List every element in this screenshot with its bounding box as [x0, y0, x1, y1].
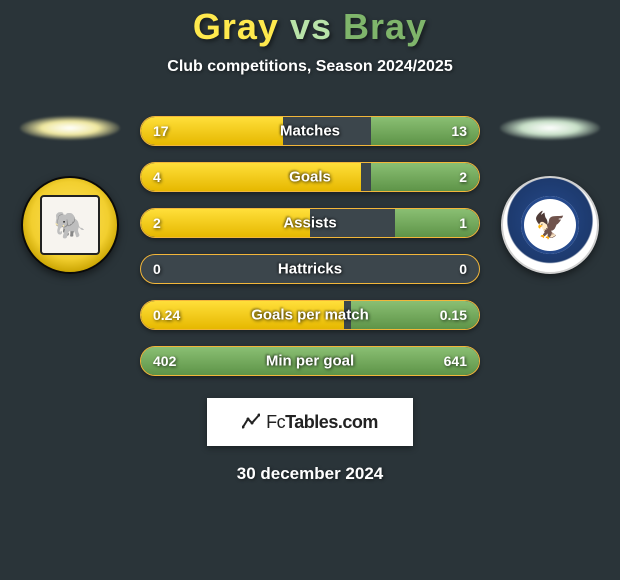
stat-label: Hattricks — [278, 261, 342, 278]
stat-value-right: 0.15 — [440, 307, 467, 323]
player2-club-badge: 🦅 — [501, 176, 599, 274]
right-column: 🦅 — [490, 116, 610, 274]
chart-icon — [242, 413, 260, 431]
stat-value-right: 13 — [451, 123, 467, 139]
player2-photo-placeholder — [500, 116, 600, 140]
player1-club-badge: 🐘 — [21, 176, 119, 274]
stat-label: Goals per match — [251, 307, 369, 324]
left-column: 🐘 — [10, 116, 130, 274]
brand-logo: FcTables.com — [207, 398, 413, 446]
stat-value-right: 2 — [459, 169, 467, 185]
stats-container: 17 13 Matches 4 2 Goals 2 1 Assists 0 0 Hattricks 0.… — [140, 116, 480, 376]
stat-label: Goals — [289, 169, 331, 186]
stat-value-left: 0.24 — [153, 307, 180, 323]
subtitle: Club competitions, Season 2024/2025 — [167, 58, 452, 76]
stat-row: 4 2 Goals — [140, 162, 480, 192]
vs-label: vs — [290, 6, 332, 47]
content-row: 🐘 17 13 Matches 4 2 Goals 2 1 Assists 0 0 Hattricks… — [0, 116, 620, 376]
stat-label: Matches — [280, 123, 340, 140]
stat-row: 0 0 Hattricks — [140, 254, 480, 284]
brand-prefix: Fc — [266, 412, 285, 433]
stat-row: 0.24 0.15 Goals per match — [140, 300, 480, 330]
date-label: 30 december 2024 — [237, 464, 384, 484]
stat-row: 402 641 Min per goal — [140, 346, 480, 376]
stat-row: 17 13 Matches — [140, 116, 480, 146]
stat-value-right: 641 — [444, 353, 467, 369]
stat-label: Assists — [283, 215, 336, 232]
stat-value-left: 4 — [153, 169, 161, 185]
brand-suffix: Tables.com — [285, 412, 378, 433]
page-title: Gray vs Bray — [193, 6, 427, 48]
stat-value-right: 1 — [459, 215, 467, 231]
badge-glyph-left: 🐘 — [40, 195, 100, 255]
stat-value-right: 0 — [459, 261, 467, 277]
badge-glyph-right: 🦅 — [521, 196, 579, 254]
infographic: Gray vs Bray Club competitions, Season 2… — [0, 0, 620, 580]
stat-value-left: 0 — [153, 261, 161, 277]
stat-value-left: 402 — [153, 353, 176, 369]
player1-name: Gray — [193, 6, 279, 47]
player2-name: Bray — [343, 6, 427, 47]
stat-row: 2 1 Assists — [140, 208, 480, 238]
stat-value-left: 17 — [153, 123, 169, 139]
stat-label: Min per goal — [266, 353, 354, 370]
player1-photo-placeholder — [20, 116, 120, 140]
stat-value-left: 2 — [153, 215, 161, 231]
